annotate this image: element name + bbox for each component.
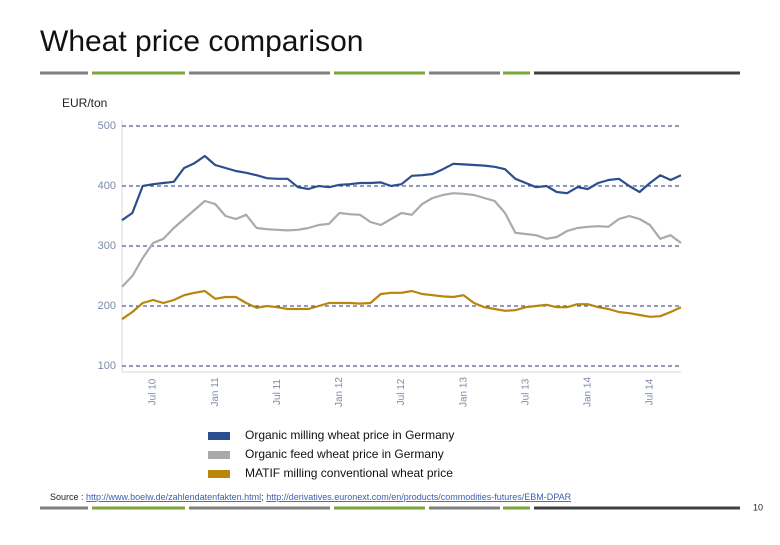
- y-tick-label: 400: [98, 180, 116, 192]
- source-text: Source : http://www.boelw.de/zahlendaten…: [50, 492, 572, 502]
- source-link[interactable]: http://derivatives.euronext.com/en/produ…: [266, 492, 571, 502]
- legend-label: Organic feed wheat price in Germany: [245, 447, 444, 461]
- page-number: 10: [753, 502, 763, 512]
- series-line: [121, 192, 682, 288]
- y-tick-label: 200: [98, 300, 116, 312]
- legend-label: MATIF milling conventional wheat price: [245, 466, 453, 480]
- series-line: [121, 154, 682, 222]
- source-link[interactable]: http://www.boelw.de/zahlendatenfakten.ht…: [86, 492, 261, 502]
- x-tick-label: Jul 11: [272, 379, 283, 405]
- y-axis-label: EUR/ton: [62, 96, 107, 110]
- x-tick-label: Jan 12: [334, 377, 345, 407]
- x-tick-label: Jan 11: [210, 377, 221, 407]
- source-separator: ;: [261, 492, 264, 502]
- legend-swatch: [208, 432, 230, 440]
- x-tick-label: Jul 14: [645, 378, 656, 405]
- x-tick-label: Jan 13: [458, 377, 469, 407]
- x-tick-label: Jul 13: [520, 378, 531, 405]
- y-tick-label: 300: [98, 240, 116, 252]
- legend-swatch: [208, 451, 230, 459]
- slide-title: Wheat price comparison: [40, 25, 363, 58]
- source-label: Source :: [50, 492, 84, 502]
- y-tick-label: 500: [98, 120, 116, 132]
- x-tick-label: Jul 10: [148, 378, 159, 405]
- legend-label: Organic milling wheat price in Germany: [245, 428, 454, 442]
- y-tick-label: 100: [98, 360, 116, 372]
- x-tick-label: Jul 12: [396, 378, 407, 405]
- x-tick-label: Jan 14: [582, 377, 593, 407]
- legend-swatch: [208, 470, 230, 478]
- series-line: [121, 289, 682, 321]
